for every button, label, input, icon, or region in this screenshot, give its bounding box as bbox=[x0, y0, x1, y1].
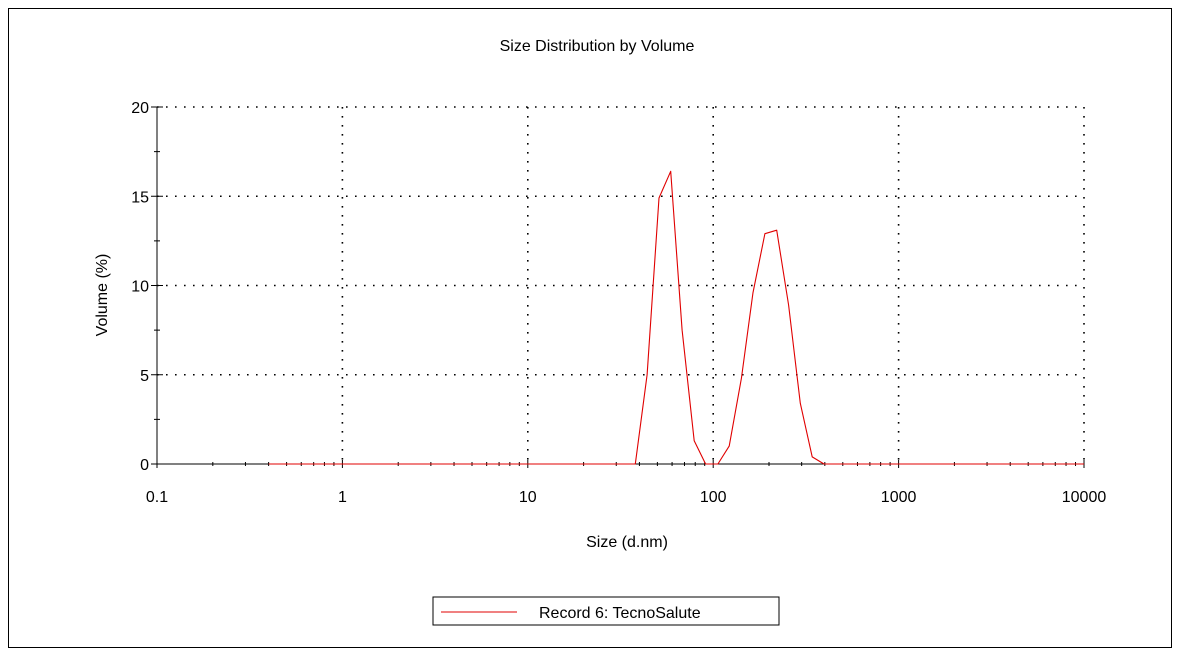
legend-label: Record 6: TecnoSalute bbox=[539, 605, 701, 622]
x-tick-label: 1000 bbox=[881, 489, 917, 506]
x-tick-label: 10000 bbox=[1062, 489, 1107, 506]
y-tick-label: 0 bbox=[140, 457, 149, 474]
series-line bbox=[268, 170, 1084, 465]
x-tick-label: 1 bbox=[338, 489, 347, 506]
series-layer bbox=[268, 170, 1084, 465]
y-axis-label: Volume (%) bbox=[94, 254, 111, 337]
x-tick-label: 100 bbox=[700, 489, 727, 506]
x-tick-label: 10 bbox=[519, 489, 537, 506]
y-tick-label: 20 bbox=[131, 100, 149, 117]
chart-title: Size Distribution by Volume bbox=[500, 38, 695, 55]
x-axis-label: Size (d.nm) bbox=[586, 534, 668, 551]
y-tick-label: 10 bbox=[131, 279, 149, 296]
chart-panel: Size Distribution by Volume 0.1 1 10 100 100… bbox=[8, 8, 1172, 648]
grid bbox=[157, 106, 1085, 464]
legend-box bbox=[432, 596, 780, 626]
chart: Size Distribution by Volume 0.1 1 10 100 100… bbox=[94, 38, 1106, 626]
x-tick-label: 0.1 bbox=[146, 489, 168, 506]
axes: 0.1 1 10 100 1000 10000 0 5 10 15 20 bbox=[131, 100, 1106, 506]
legend: Record 6: TecnoSalute bbox=[432, 596, 780, 626]
y-tick-label: 15 bbox=[131, 189, 149, 206]
y-tick-label: 5 bbox=[140, 368, 149, 385]
